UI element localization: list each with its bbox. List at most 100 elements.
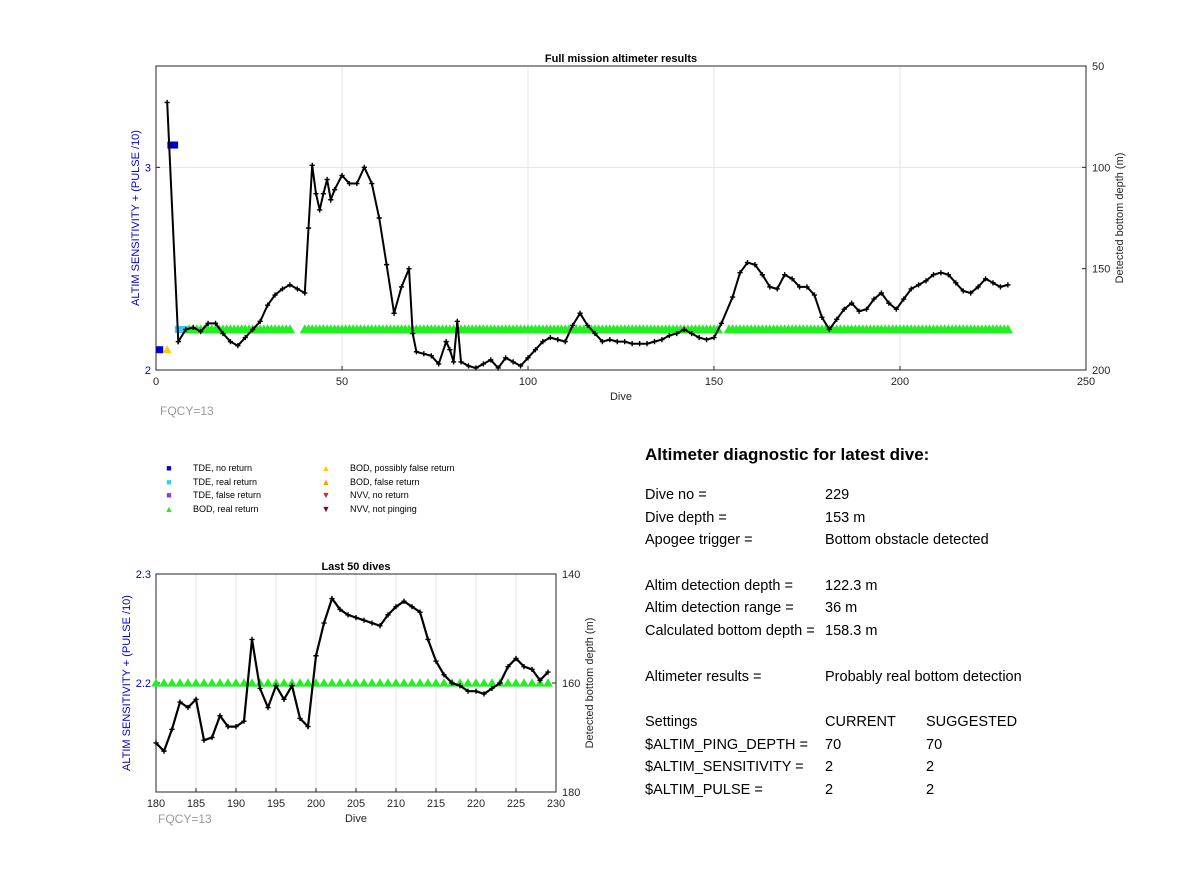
bottom-depth-point <box>841 306 847 312</box>
bottom-depth-point <box>305 724 311 730</box>
bottom-depth-point <box>532 347 539 353</box>
bottom-depth-point <box>503 355 509 361</box>
triangle-down-marker-icon: ▼ <box>321 490 331 500</box>
legend-item: ▼ NVV, not pinging <box>320 504 417 514</box>
bod-real-return-marker <box>527 678 537 687</box>
bottom-depth-point <box>537 677 543 683</box>
bottom-depth-point <box>886 300 892 306</box>
bod-real-return-marker <box>383 678 393 687</box>
diag-label: Altim detection range = <box>645 600 794 617</box>
bottom-depth-point <box>377 623 383 629</box>
triangle-up-marker-icon: ▲ <box>164 504 174 514</box>
bottom-depth-point <box>908 286 914 292</box>
bottom-depth-point <box>193 696 199 702</box>
diag-value: 229 <box>825 487 850 503</box>
bottom-depth-point <box>681 326 687 333</box>
bottom-depth-point <box>782 272 788 278</box>
bottom-depth-point <box>744 259 751 266</box>
legend-item: ■ TDE, no return <box>163 463 252 473</box>
bottom-depth-point <box>923 278 929 284</box>
bottom-depth-point <box>169 726 175 732</box>
bottom-depth-point <box>329 595 335 602</box>
setting-suggested: 2 <box>926 759 935 776</box>
triangle-up-marker-icon: ▲ <box>321 477 331 487</box>
bottom-depth-point <box>281 696 287 702</box>
bottom-depth-point <box>938 270 944 276</box>
bod-real-return-marker <box>327 678 337 687</box>
bottom-depth-point <box>410 330 416 337</box>
bottom-depth-point <box>863 306 870 312</box>
x-tick-label: 50 <box>336 376 348 388</box>
bottom-depth-point <box>190 324 196 331</box>
bottom-depth-point <box>997 284 1004 290</box>
bod-real-return-marker <box>359 678 369 687</box>
bod-real-return-marker <box>303 678 313 687</box>
bottom-depth-point <box>893 306 899 312</box>
bottom-depth-point <box>409 604 415 610</box>
bottom-depth-point <box>198 328 204 335</box>
legend-item: ▲ BOD, possibly false return <box>320 463 455 473</box>
bod-real-return-marker <box>543 678 553 687</box>
bod-real-return-marker <box>351 678 361 687</box>
bottom-depth-point <box>287 282 293 288</box>
settings-header-row: Settings CURRENT SUGGESTED <box>645 714 1165 737</box>
bottom-depth-point <box>384 262 390 268</box>
setting-current: 2 <box>825 759 834 776</box>
bottom-depth-point <box>313 191 319 197</box>
bod-real-return-marker <box>415 678 425 687</box>
bottom-depth-point <box>417 609 423 615</box>
bottom-depth-point <box>433 658 439 664</box>
bottom-depth-point <box>421 351 427 357</box>
triangle-down-marker-icon: ▼ <box>321 504 331 514</box>
bottom-depth-point <box>201 737 207 743</box>
chart-title: Last 50 dives <box>321 561 390 573</box>
diag-value: Probably real bottom detection <box>825 668 1022 685</box>
bottom-depth-point <box>968 290 974 296</box>
diag-value: 158.3 m <box>825 623 878 640</box>
bod-real-return-marker <box>215 678 225 687</box>
bottom-depth-point <box>878 290 884 296</box>
bottom-depth-point <box>273 683 279 689</box>
x-tick-label: 215 <box>427 798 445 810</box>
x-tick-label: 230 <box>547 798 565 810</box>
x-tick-label: 150 <box>705 376 723 388</box>
bod-real-return-marker <box>423 678 433 687</box>
bottom-depth-point <box>324 176 330 183</box>
y2-tick-label: 50 <box>1092 61 1104 73</box>
bod-real-return-marker <box>231 678 241 687</box>
bod-real-return-marker <box>159 678 169 687</box>
bottom-depth-point <box>401 598 407 604</box>
fqcy-annotation-main: FQCY=13 <box>160 404 214 418</box>
bottom-depth-point <box>473 365 479 371</box>
bottom-depth-point <box>916 282 922 288</box>
bottom-depth-point <box>183 326 189 333</box>
bottom-depth-point <box>555 337 561 343</box>
current-header: CURRENT <box>825 713 896 730</box>
bod-real-return-marker <box>175 678 185 687</box>
bottom-depth-point <box>651 339 658 345</box>
legend-label: NVV, no return <box>350 490 409 500</box>
diag-label: Altim detection depth = <box>645 577 793 594</box>
bod-possibly-false-marker <box>162 345 172 354</box>
bod-real-return-marker <box>279 678 289 687</box>
bottom-depth-point <box>339 172 345 179</box>
x-tick-label: 100 <box>519 376 537 388</box>
y2-axis-label: Detected bottom depth (m) <box>1114 153 1126 284</box>
x-tick-label: 190 <box>227 798 245 810</box>
y2-tick-label: 180 <box>562 787 580 799</box>
triangle-up-marker-icon: ▲ <box>321 463 331 473</box>
legend-label: TDE, false return <box>193 490 262 500</box>
x-tick-label: 250 <box>1077 376 1095 388</box>
bod-real-return-marker <box>463 678 473 687</box>
bottom-depth-point <box>473 688 479 694</box>
bottom-depth-point <box>614 339 620 345</box>
x-tick-label: 225 <box>507 798 525 810</box>
bottom-depth-point <box>441 672 447 678</box>
diag-row-results: Altimeter results = Probably real bottom … <box>645 669 1165 692</box>
bottom-depth-point <box>497 680 503 686</box>
bottom-depth-point <box>659 337 665 343</box>
bottom-depth-point <box>674 330 680 337</box>
x-axis-label: Dive <box>610 391 632 403</box>
bottom-depth-point <box>346 180 353 187</box>
bod-real-return-marker <box>511 678 521 687</box>
